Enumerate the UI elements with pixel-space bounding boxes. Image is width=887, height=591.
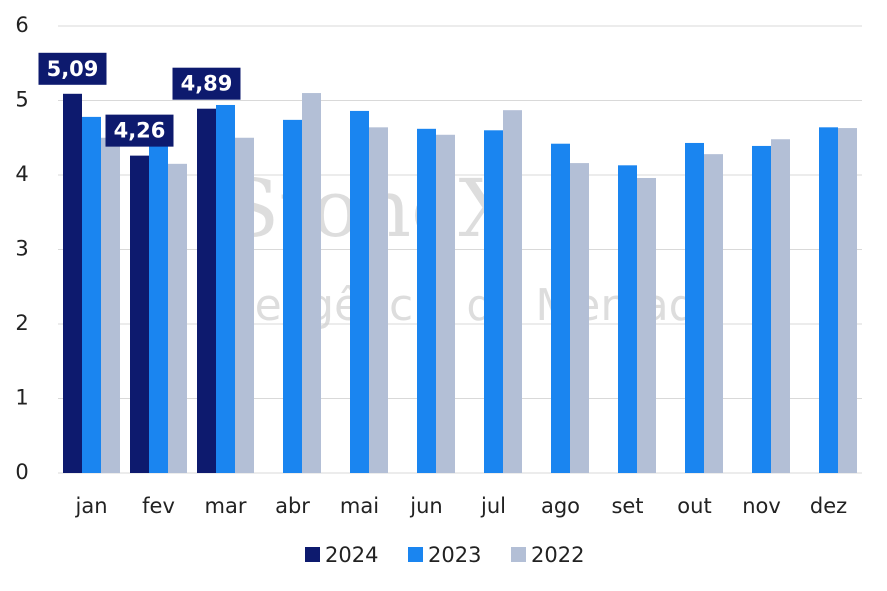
bar (819, 127, 838, 473)
legend-swatch (408, 547, 423, 562)
bar (369, 127, 388, 473)
x-tick-label: ago (541, 494, 580, 518)
bar (149, 145, 168, 473)
x-tick-label: mar (205, 494, 247, 518)
bar (570, 163, 589, 473)
legend-swatch (305, 547, 320, 562)
bar (101, 137, 120, 473)
value-label: 4,26 (114, 119, 166, 143)
y-tick-label: 0 (15, 460, 28, 484)
y-tick-label: 1 (15, 386, 28, 410)
bar (283, 119, 302, 474)
x-tick-label: nov (742, 494, 781, 518)
bar (168, 163, 187, 473)
value-label: 5,09 (47, 57, 99, 81)
bar (685, 142, 704, 473)
value-label-box (38, 52, 107, 85)
bar (771, 139, 790, 474)
x-tick-label: fev (142, 494, 175, 518)
legend-label: 2024 (325, 543, 378, 567)
bar (235, 137, 254, 473)
legend-label: 2023 (428, 543, 481, 567)
bar (216, 104, 235, 473)
bar (838, 128, 857, 473)
x-tick-label: dez (810, 494, 847, 518)
x-tick-label: abr (275, 494, 310, 518)
legend-label: 2022 (531, 543, 584, 567)
x-tick-label: out (677, 494, 711, 518)
y-tick-label: 4 (15, 162, 28, 186)
bar (63, 93, 82, 474)
x-tick-label: mai (340, 494, 379, 518)
value-label: 4,89 (181, 72, 233, 96)
bar (197, 108, 216, 473)
bar (618, 165, 637, 473)
bar (436, 134, 455, 473)
bar (484, 130, 503, 474)
grid (58, 25, 862, 474)
bar (302, 93, 321, 474)
bar (503, 110, 522, 473)
x-tick-label: set (611, 494, 643, 518)
bar (551, 143, 570, 473)
x-tick-label: jul (480, 494, 506, 518)
bar (704, 154, 723, 473)
value-label-box (172, 67, 241, 100)
x-tick-label: jan (74, 494, 107, 518)
y-tick-label: 2 (15, 311, 28, 335)
bar (417, 128, 436, 473)
x-tick-label: jun (409, 494, 442, 518)
legend-swatch (511, 547, 526, 562)
bar (637, 177, 656, 474)
bar (130, 155, 149, 473)
bar (82, 116, 101, 473)
y-tick-label: 6 (15, 13, 28, 37)
y-tick-label: 3 (15, 237, 28, 261)
bar (752, 145, 771, 473)
y-tick-label: 5 (15, 88, 28, 112)
value-label-box (105, 114, 174, 147)
bar (350, 110, 369, 474)
